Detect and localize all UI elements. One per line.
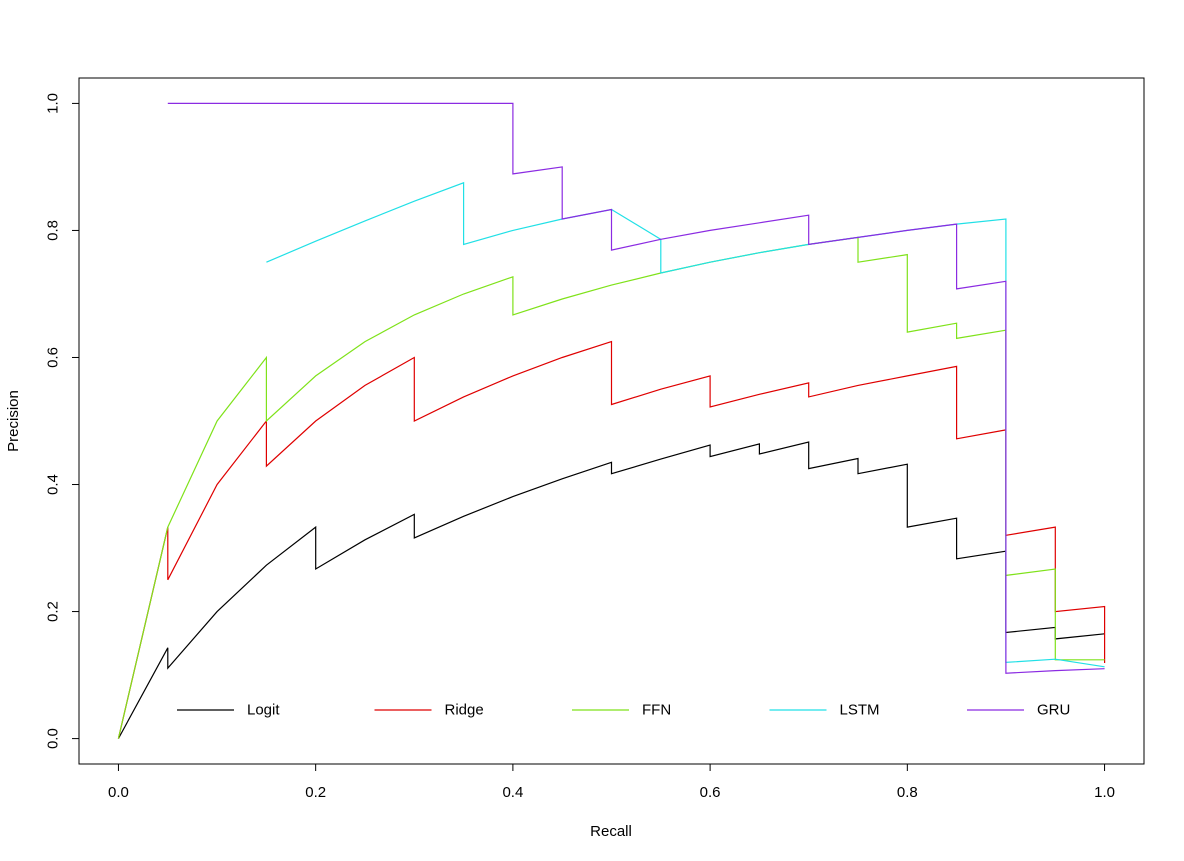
x-tick-label: 0.6 [700,784,721,801]
x-tick-label: 0.0 [108,784,129,801]
y-tick-label: 0.6 [45,347,62,368]
y-tick-label: 0.8 [45,220,62,241]
legend-label-logit: Logit [247,702,280,719]
x-tick-label: 1.0 [1094,784,1115,801]
x-tick-label: 0.4 [502,784,523,801]
x-axis-label: Recall [590,823,632,840]
x-tick-label: 0.8 [897,784,918,801]
y-axis-label: Precision [5,390,22,452]
legend-label-ffn: FFN [642,702,671,719]
x-tick-label: 0.2 [305,784,326,801]
x-axis: 0.0 0.2 0.4 0.6 0.8 1.0 [108,763,1115,801]
legend: Logit Ridge FFN LSTM GRU [177,702,1070,719]
series-line-logit [117,441,1105,739]
y-tick-label: 0.0 [45,728,62,749]
series-line-gru [167,102,1105,674]
y-tick-label: 0.2 [45,601,62,622]
legend-label-gru: GRU [1037,702,1070,719]
series-line-lstm [266,181,1105,668]
legend-label-ridge: Ridge [445,702,484,719]
series-layer [117,102,1106,739]
y-axis: 0.0 0.2 0.4 0.6 0.8 1.0 [45,93,80,749]
y-tick-label: 1.0 [45,93,62,114]
legend-label-lstm: LSTM [840,702,880,719]
y-tick-label: 0.4 [45,474,62,495]
